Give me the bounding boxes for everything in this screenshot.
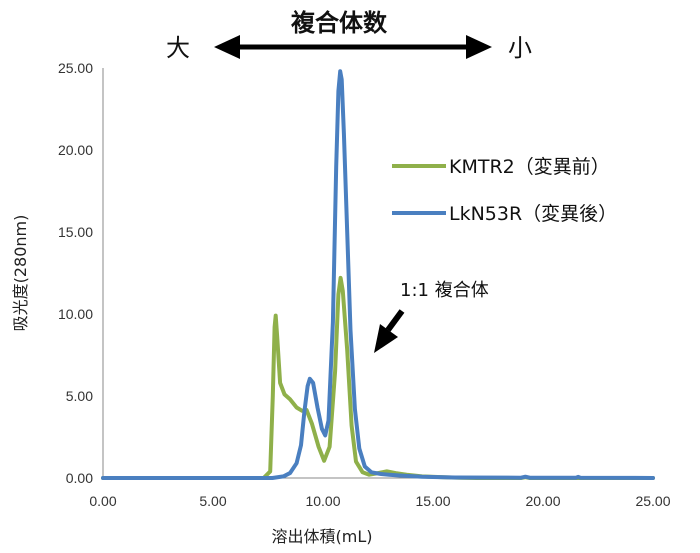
x-tick-label: 0.00 — [89, 493, 116, 509]
complex-arrow-shaft — [385, 309, 405, 332]
series-line-lkn53r — [101, 69, 655, 480]
x-tick-label: 10.00 — [305, 493, 340, 509]
legend: KMTR2（変異前） LkN53R（変異後） — [392, 156, 617, 225]
y-tick-label: 15.00 — [58, 224, 93, 240]
legend-label-kmtr2: KMTR2（変異前） — [449, 156, 610, 178]
legend-label-lkn53r: LkN53R（変異後） — [449, 203, 617, 225]
complex-count-label: 複合体数 — [291, 9, 388, 37]
large-label: 大 — [166, 34, 190, 62]
y-tick-label: 20.00 — [58, 142, 93, 158]
complex-arrow-head — [374, 324, 398, 353]
x-tick-label: 20.00 — [525, 493, 560, 509]
x-tick-labels: 0.00 5.00 10.00 15.00 20.00 25.00 — [89, 493, 670, 509]
x-tick-label: 25.00 — [635, 493, 670, 509]
y-tick-label: 25.00 — [58, 60, 93, 76]
complex-annotation: 1:1 複合体 — [374, 280, 489, 353]
complex-annotation-label: 1:1 複合体 — [400, 280, 489, 301]
x-axis-title: 溶出体積(mL) — [272, 527, 373, 546]
x-tick-label: 5.00 — [199, 493, 226, 509]
small-label: 小 — [508, 34, 532, 62]
double-arrow-left-head — [214, 35, 240, 59]
y-tick-label: 10.00 — [58, 306, 93, 322]
y-tick-label: 0.00 — [66, 470, 93, 486]
y-tick-labels: 0.00 5.00 10.00 15.00 20.00 25.00 — [58, 60, 93, 486]
series-line-kmtr2 — [101, 275, 655, 480]
x-tick-label: 15.00 — [415, 493, 450, 509]
y-tick-label: 5.00 — [66, 388, 93, 404]
series-lines — [101, 69, 655, 480]
y-axis-title: 吸光度(280nm) — [11, 215, 30, 332]
double-arrow-right-head — [466, 35, 492, 59]
complex-count-indicator: 複合体数 大 小 — [166, 9, 532, 62]
